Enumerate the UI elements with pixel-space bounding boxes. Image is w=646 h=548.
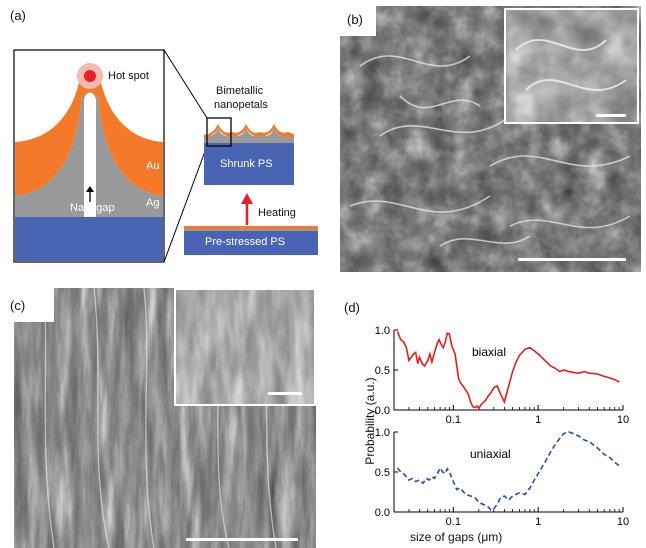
panel-c-label: (c) xyxy=(10,298,26,313)
prestressed-metal-ag xyxy=(184,228,318,231)
bimetallic-label-2: nanopetals xyxy=(214,99,268,111)
x-tick-label-biaxial: 0.1 xyxy=(446,414,461,426)
x-tick-label-uniaxial: 1 xyxy=(535,516,541,528)
series-line-uniaxial xyxy=(396,431,620,512)
small-zoom-box xyxy=(206,117,232,147)
scale-bar-inset-b xyxy=(596,114,626,117)
shrunk-ps-label: Shrunk PS xyxy=(220,158,273,170)
au-layer xyxy=(15,72,163,196)
sem-inset-b xyxy=(504,8,639,124)
series-label-uniaxial: uniaxial xyxy=(470,447,511,461)
panel-d-label: (d) xyxy=(344,300,360,315)
ag-base-r xyxy=(100,204,163,217)
sem-image-uniaxial xyxy=(14,288,316,548)
nanogap-label: Nanogap xyxy=(70,202,115,214)
connector-bottom xyxy=(163,145,208,263)
petals-row xyxy=(204,124,294,143)
heating-arrowhead xyxy=(241,193,253,204)
petal-gap xyxy=(84,92,96,217)
sem-texture-c xyxy=(14,288,316,548)
ag-label: Ag xyxy=(146,197,160,209)
x-tick-label-biaxial: 1 xyxy=(535,414,541,426)
prestressed-ps-block xyxy=(184,231,318,255)
hot-spot-label: Hot spot xyxy=(108,70,149,82)
ag-base xyxy=(15,204,80,217)
scale-bar-c xyxy=(186,538,298,541)
panel-a-schematic xyxy=(13,49,318,263)
y-axis-label: Probability (a.u.) xyxy=(363,377,377,465)
x-tick-label-uniaxial: 10 xyxy=(617,516,629,528)
prestressed-metal-au xyxy=(184,226,318,229)
zoom-substrate xyxy=(15,217,163,261)
sem-inset-c xyxy=(174,288,316,406)
nanogap-arrowhead xyxy=(86,186,94,192)
prestressed-ps-label: Pre-stressed PS xyxy=(205,236,286,248)
heating-label: Heating xyxy=(258,207,296,219)
connector-top xyxy=(163,49,208,119)
y-tick-label-uniaxial: 0.0 xyxy=(375,507,390,519)
series-line-biaxial xyxy=(396,331,620,410)
panel-c-label-box xyxy=(14,288,54,322)
x-tick-label-uniaxial: 0.1 xyxy=(446,516,461,528)
panel-a-label: (a) xyxy=(10,8,26,23)
au-label: Au xyxy=(146,160,160,172)
scale-bar-inset-c xyxy=(268,392,302,395)
bimetallic-label-1: Bimetallic xyxy=(216,85,264,97)
x-axis-label: size of gaps (μm) xyxy=(410,530,503,544)
panel-b-label: (b) xyxy=(347,12,363,27)
series-label-biaxial: biaxial xyxy=(472,345,506,359)
y-tick-label-biaxial: 1.0 xyxy=(375,325,390,337)
hotspot-icon xyxy=(84,70,96,82)
shrunk-ps-block xyxy=(204,143,294,185)
panel-b-label-box xyxy=(340,6,376,36)
scale-bar-b xyxy=(518,258,626,261)
sem-image-biaxial xyxy=(340,6,641,272)
x-tick-label-biaxial: 10 xyxy=(617,414,629,426)
